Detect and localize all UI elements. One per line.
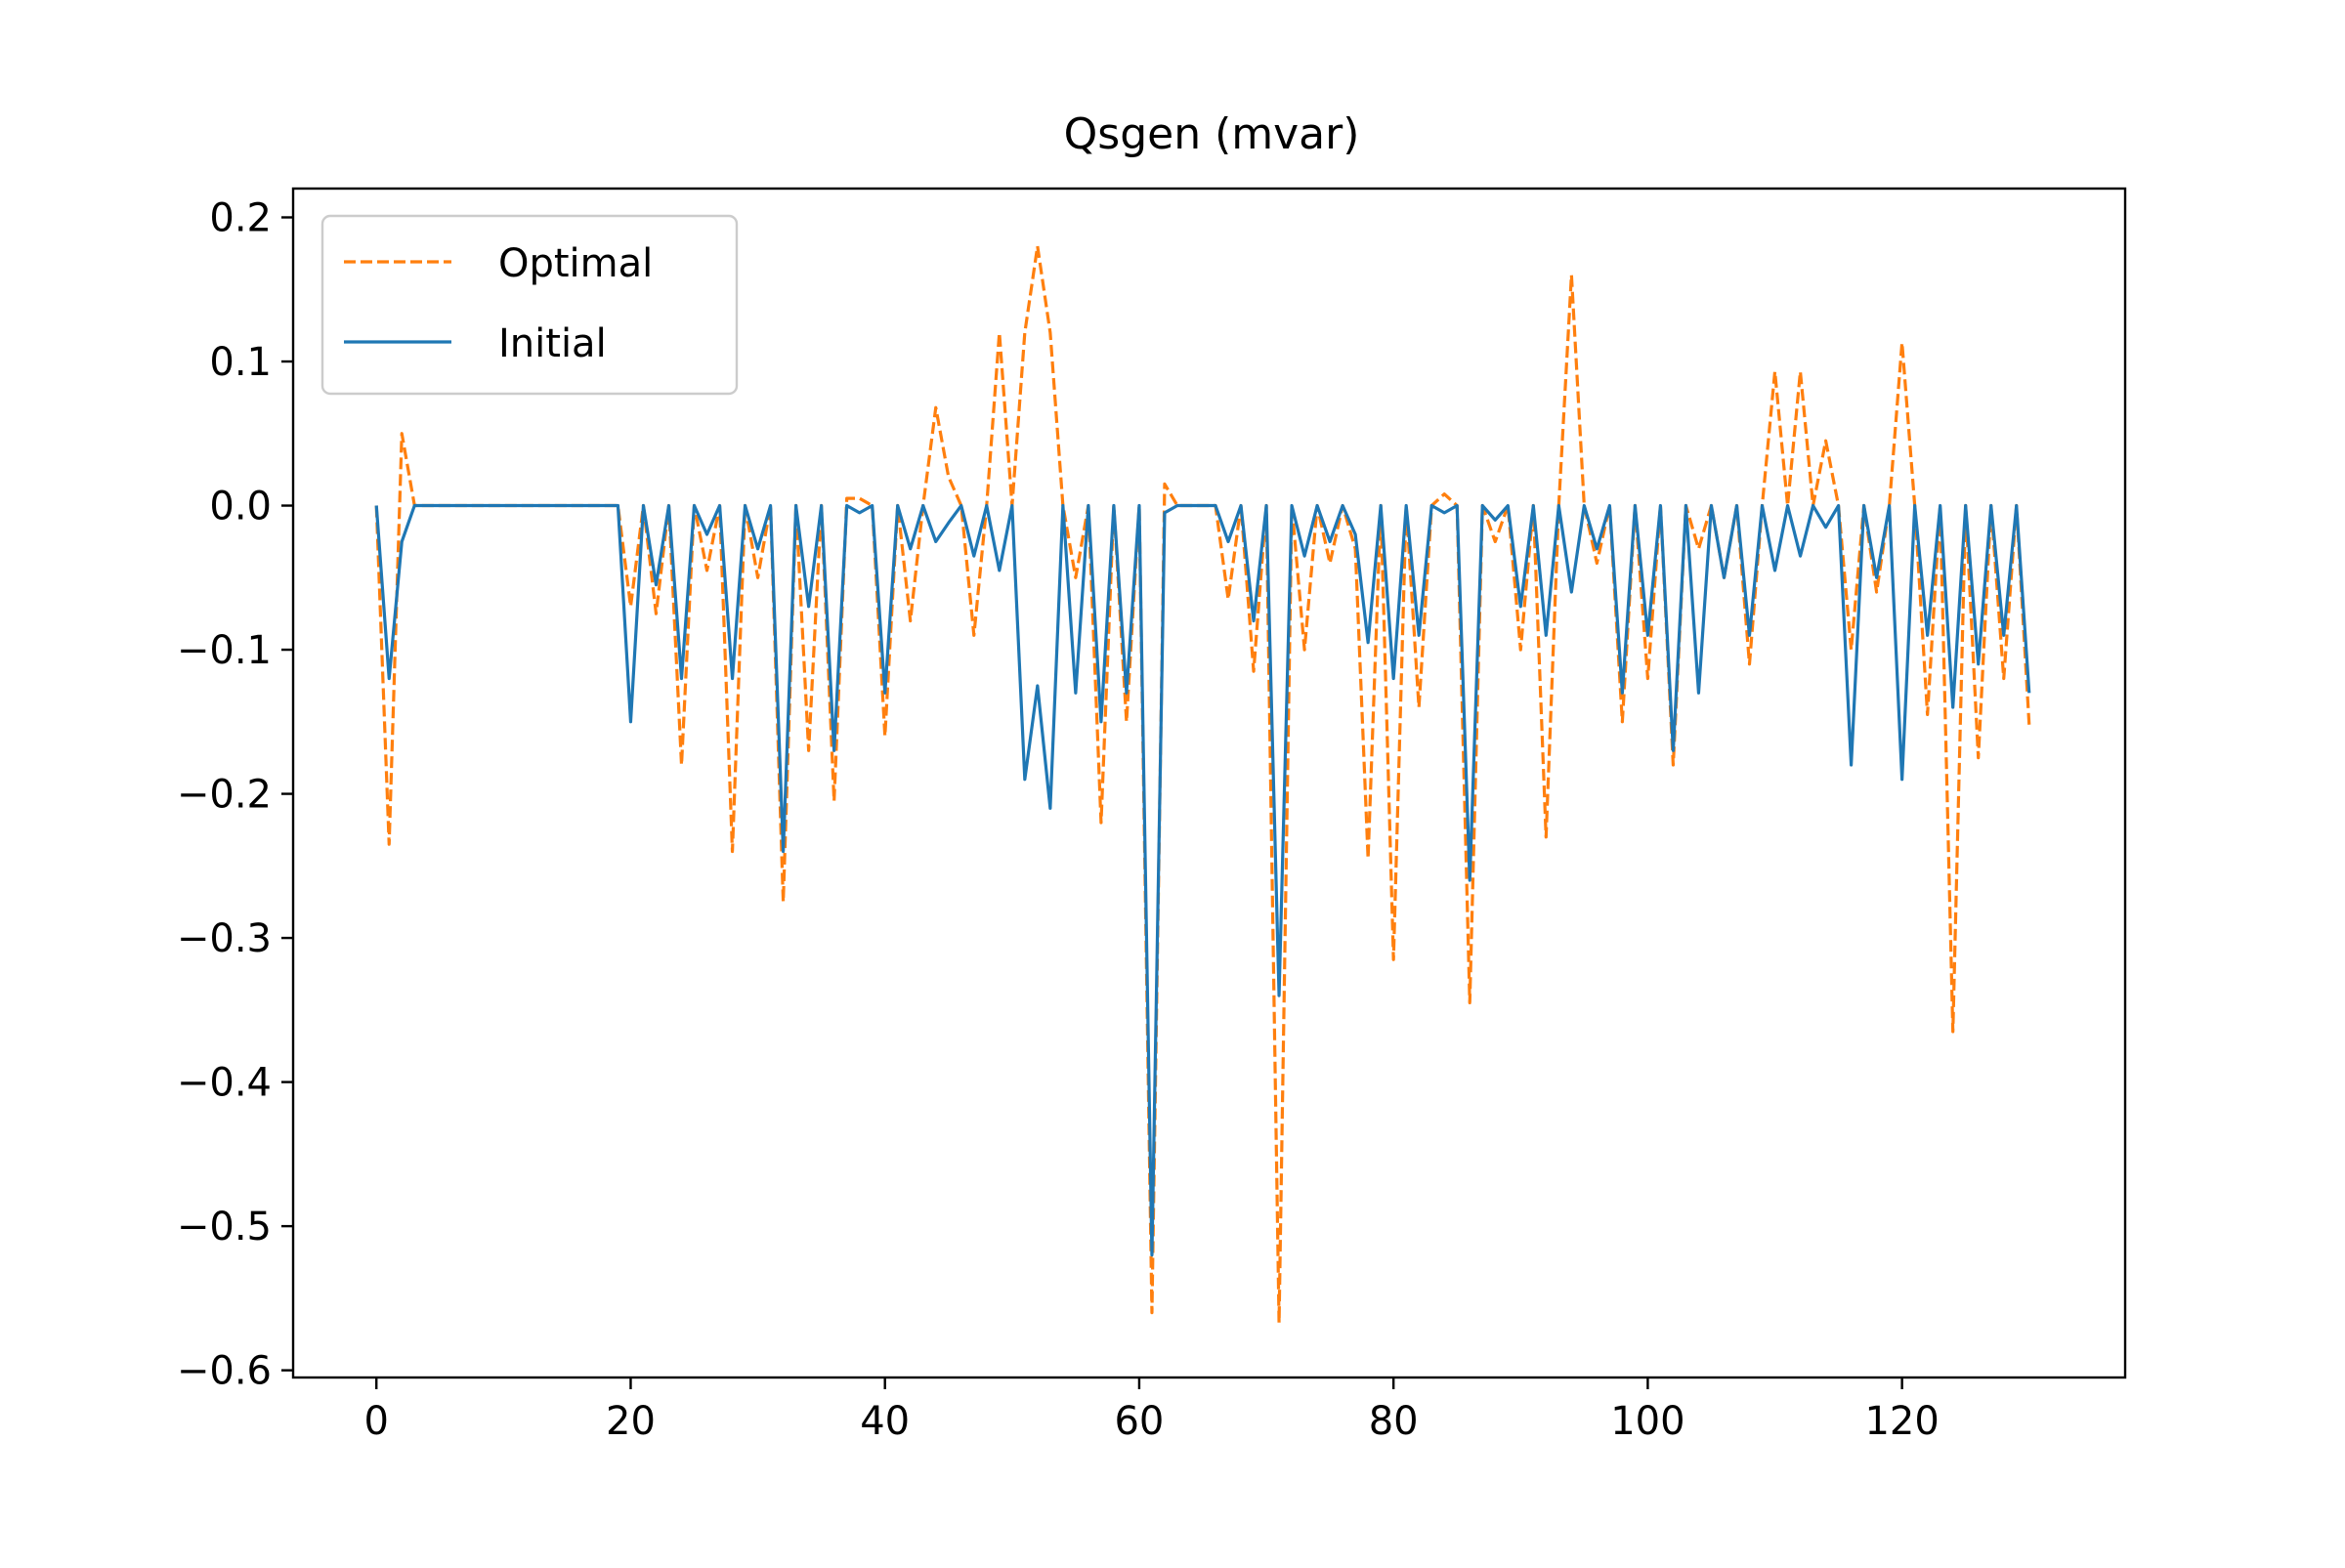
y-tick-label: −0.2 xyxy=(177,773,272,818)
y-tick-label: −0.3 xyxy=(177,916,272,961)
y-tick-label: 0.2 xyxy=(209,196,272,241)
x-tick-label: 100 xyxy=(1610,1399,1684,1444)
x-tick-label: 20 xyxy=(606,1399,656,1444)
y-tick-label: −0.5 xyxy=(177,1205,272,1250)
y-tick-label: 0.1 xyxy=(209,340,272,385)
x-tick-label: 120 xyxy=(1864,1399,1939,1444)
y-tick-label: −0.1 xyxy=(177,628,272,673)
plot-area xyxy=(374,244,2031,1325)
y-axis: 0.2 0.1 0.0 −0.1 −0.2 −0.3 −0.4 −0.5 −0.6 xyxy=(177,196,293,1394)
x-axis: 0 20 40 60 80 100 120 xyxy=(364,1377,1940,1444)
x-tick-label: 40 xyxy=(860,1399,910,1444)
plot-frame xyxy=(291,187,2127,1379)
y-tick-label: 0.0 xyxy=(209,485,272,530)
legend-label-optimal: Optimal xyxy=(498,241,653,286)
x-tick-label: 60 xyxy=(1114,1399,1164,1444)
x-tick-label: 80 xyxy=(1369,1399,1419,1444)
y-tick-label: −0.4 xyxy=(177,1061,272,1106)
legend-label-initial: Initial xyxy=(498,321,607,366)
series-line-initial xyxy=(374,503,2031,1257)
legend: Optimal Initial xyxy=(320,214,739,396)
x-tick-label: 0 xyxy=(364,1399,389,1444)
y-tick-label: −0.6 xyxy=(177,1349,272,1394)
chart-title: Qsgen (mvar) xyxy=(1064,109,1360,159)
legend-box xyxy=(320,214,739,396)
